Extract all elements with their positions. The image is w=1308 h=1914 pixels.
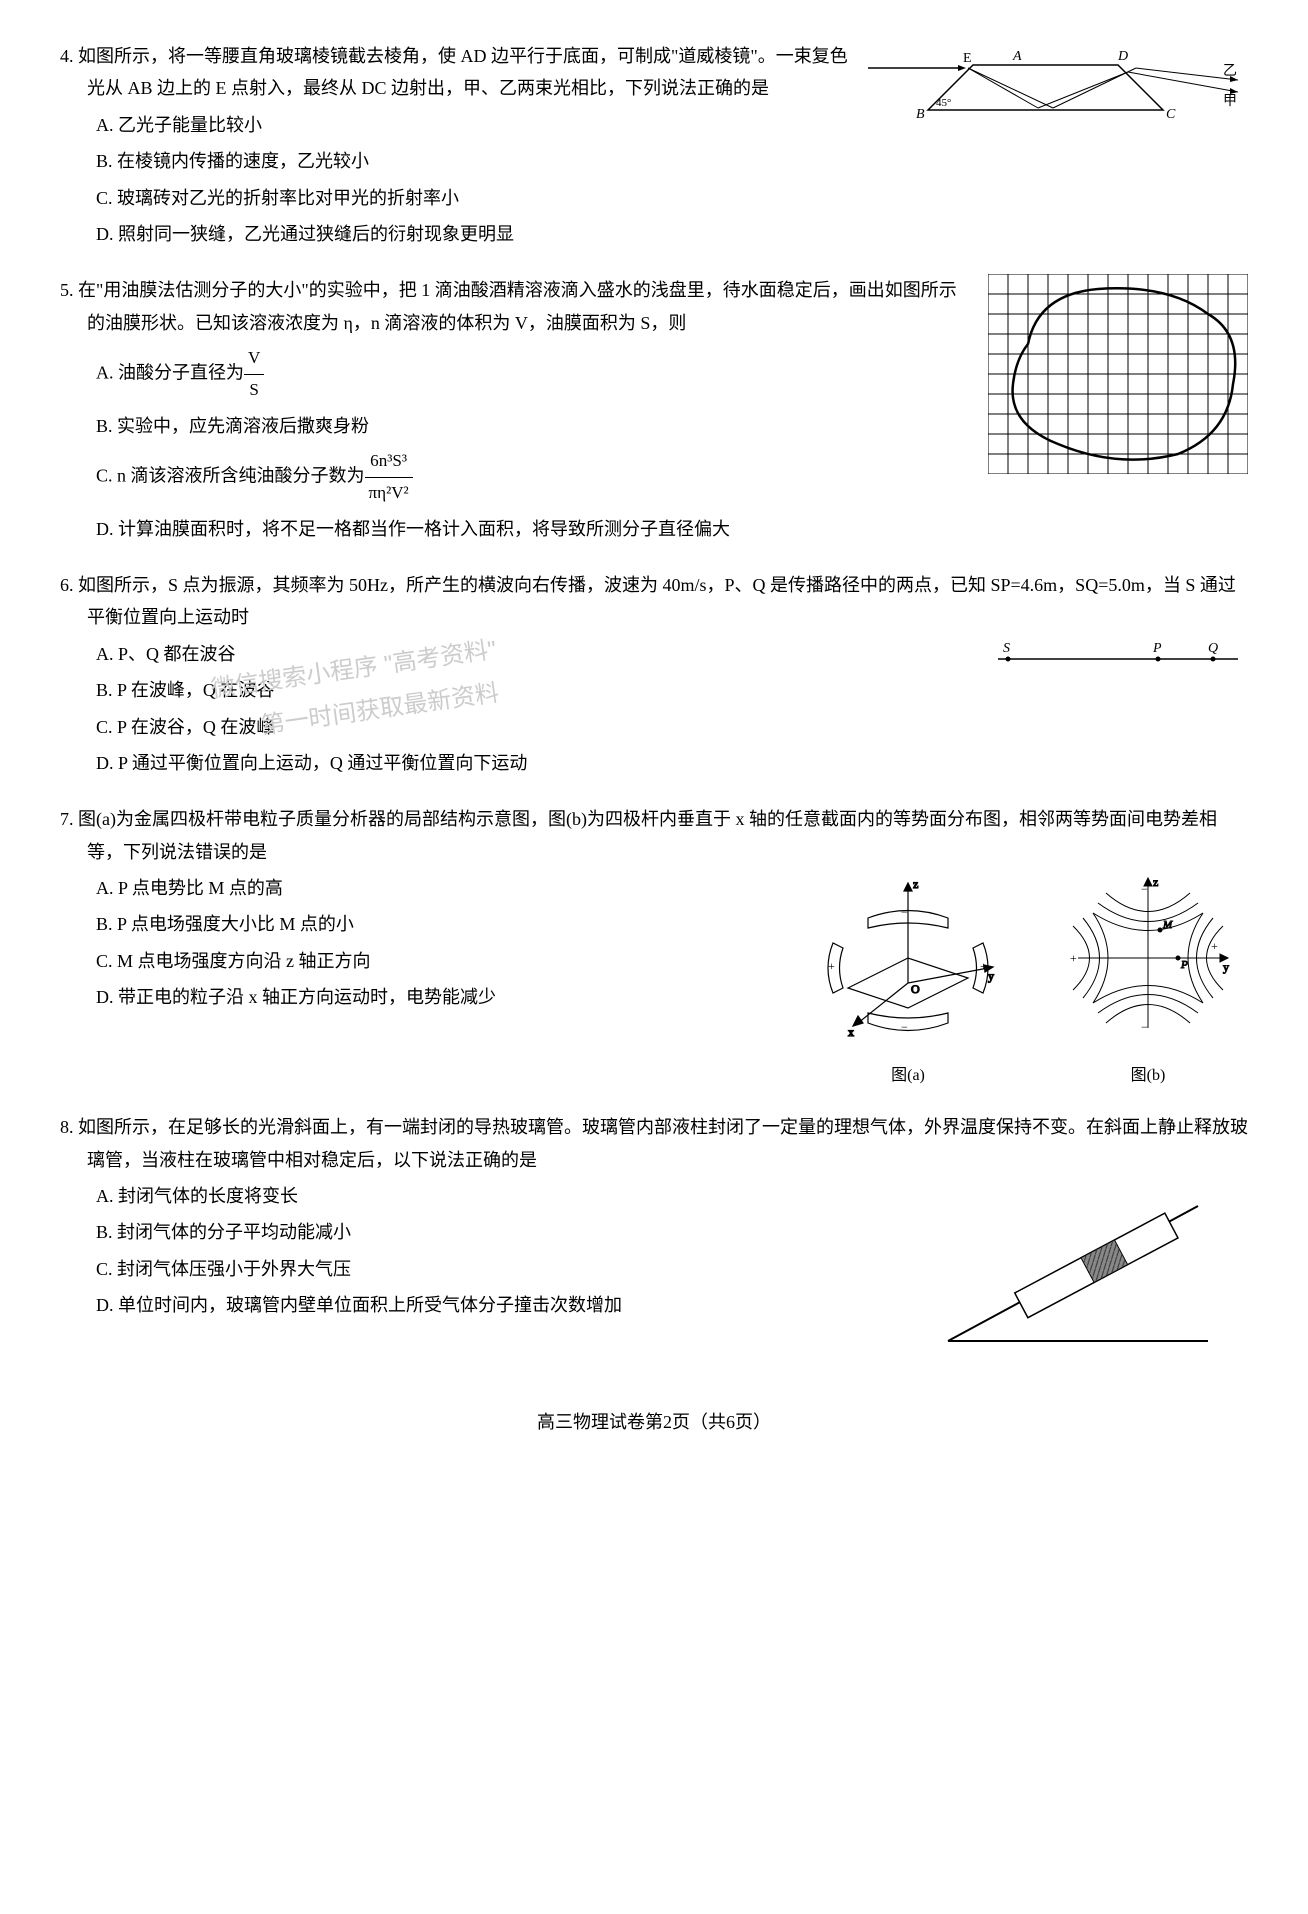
label-C: C bbox=[1166, 107, 1176, 122]
svg-text:y: y bbox=[988, 969, 994, 983]
q6-options: 微信搜索小程序 "高考资料" 第一时间获取最新资料 A. P、Q 都在波谷 B.… bbox=[60, 638, 1248, 780]
svg-text:−: − bbox=[901, 1020, 908, 1034]
q4-opt-d: D. 照射同一狭缝，乙光通过狭缝后的衍射现象更明显 bbox=[96, 218, 1248, 250]
q7-caption-b: 图(b) bbox=[1048, 1062, 1248, 1091]
q5-opt-a-num: V bbox=[244, 343, 264, 375]
q5-opt-c-den: πη²V² bbox=[365, 478, 413, 509]
label-B: B bbox=[916, 107, 925, 122]
question-5: 5. 在"用油膜法估测分子的大小"的实验中，把 1 滴油酸酒精溶液滴入盛水的浅盘… bbox=[60, 274, 1248, 549]
q5-opt-a-pre: A. 油酸分子直径为 bbox=[96, 363, 244, 383]
q4-opt-c: C. 玻璃砖对乙光的折射率比对甲光的折射率小 bbox=[96, 182, 1248, 214]
svg-text:x: x bbox=[848, 1025, 854, 1039]
svg-text:M: M bbox=[1162, 919, 1173, 931]
svg-text:−: − bbox=[1141, 882, 1148, 896]
q7-fig-a: z y x O − − + + bbox=[808, 868, 1008, 1048]
label-D: D bbox=[1117, 49, 1128, 64]
q7-fig-b: z y P M − − + + bbox=[1048, 868, 1248, 1048]
svg-text:z: z bbox=[913, 877, 918, 891]
q6-opt-a: A. P、Q 都在波谷 bbox=[96, 638, 1248, 670]
q8-diagram bbox=[928, 1176, 1248, 1366]
label-ray-yi: 乙 bbox=[1223, 63, 1237, 79]
svg-text:−: − bbox=[901, 905, 908, 919]
q8-text: 8. 如图所示，在足够长的光滑斜面上，有一端封闭的导热玻璃管。玻璃管内部液柱封闭… bbox=[60, 1111, 1248, 1176]
q6-opt-d: D. P 通过平衡位置向上运动，Q 通过平衡位置向下运动 bbox=[96, 747, 1248, 779]
q5-opt-a-den: S bbox=[244, 375, 264, 406]
q6-text: 6. 如图所示，S 点为振源，其频率为 50Hz，所产生的横波向右传播，波速为 … bbox=[60, 569, 1248, 634]
q7-diagram-pair: z y x O − − + + 图(a) z y bbox=[808, 868, 1248, 1091]
question-8: 8. 如图所示，在足够长的光滑斜面上，有一端封闭的导热玻璃管。玻璃管内部液柱封闭… bbox=[60, 1111, 1248, 1366]
q7-caption-a: 图(a) bbox=[808, 1062, 1008, 1091]
q4-diagram: E A D B C 45° 乙 甲 bbox=[868, 40, 1248, 150]
label-angle: 45° bbox=[936, 97, 951, 109]
question-7: 7. 图(a)为金属四极杆带电粒子质量分析器的局部结构示意图，图(b)为四极杆内… bbox=[60, 803, 1248, 1091]
question-6: 6. 如图所示，S 点为振源，其频率为 50Hz，所产生的横波向右传播，波速为 … bbox=[60, 569, 1248, 783]
svg-text:+: + bbox=[828, 959, 835, 973]
svg-text:O: O bbox=[911, 982, 920, 996]
question-4: E A D B C 45° 乙 甲 4. 如图所示，将一等腰直角玻璃棱镜截去棱角… bbox=[60, 40, 1248, 254]
svg-text:+: + bbox=[1070, 951, 1077, 965]
q6-opt-c: C. P 在波谷，Q 在波峰 bbox=[96, 711, 1248, 743]
svg-text:+: + bbox=[980, 959, 987, 973]
label-E: E bbox=[963, 51, 972, 66]
svg-text:−: − bbox=[1141, 1020, 1148, 1034]
svg-text:+: + bbox=[1211, 939, 1218, 953]
q5-opt-c-num: 6n³S³ bbox=[365, 446, 413, 478]
label-ray-jia: 甲 bbox=[1223, 94, 1237, 109]
svg-text:P: P bbox=[1180, 959, 1188, 971]
q5-opt-d: D. 计算油膜面积时，将不足一格都当作一格计入面积，将导致所测分子直径偏大 bbox=[96, 513, 1248, 545]
svg-text:y: y bbox=[1223, 960, 1229, 974]
q6-opt-b: B. P 在波峰，Q 在波谷 bbox=[96, 674, 1248, 706]
q5-diagram bbox=[988, 274, 1248, 484]
q5-opt-c-pre: C. n 滴该溶液所含纯油酸分子数为 bbox=[96, 465, 365, 485]
page-footer: 高三物理试卷第2页（共6页） bbox=[60, 1406, 1248, 1438]
q7-text: 7. 图(a)为金属四极杆带电粒子质量分析器的局部结构示意图，图(b)为四极杆内… bbox=[60, 803, 1248, 868]
label-A: A bbox=[1012, 49, 1022, 64]
svg-text:z: z bbox=[1153, 875, 1158, 889]
